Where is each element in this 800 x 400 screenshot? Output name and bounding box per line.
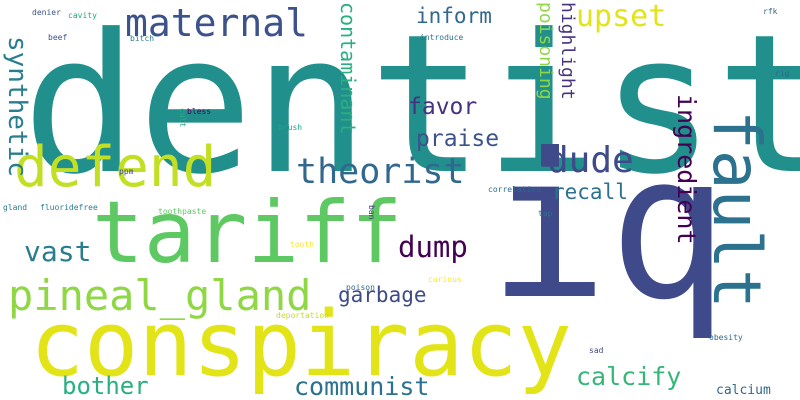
word-conspiracy: conspiracy (30, 292, 572, 397)
word-denier: denier (32, 8, 61, 17)
word-brush: brush (278, 123, 303, 132)
word-gland: gland (3, 203, 28, 212)
word-fluoridefree: fluoridefree (40, 203, 98, 212)
word-deportation: deportation (276, 311, 329, 320)
word-tariff: tariff (92, 183, 403, 283)
word-calcify: calcify (576, 362, 682, 391)
word-obesity: obesity (709, 333, 743, 342)
word-defend: defend (14, 135, 217, 200)
word-introduce: introduce (420, 33, 464, 42)
word-poisoning: poisoning (535, 2, 556, 100)
word-dentist: dentist (22, 0, 800, 217)
word-ban: ban (367, 205, 376, 220)
word-ingredient: ingredient (672, 94, 701, 245)
word-garbage: garbage (338, 283, 427, 307)
word-vast: vast (24, 235, 92, 268)
word-upset: upset (576, 0, 667, 34)
word-tooth: tooth (290, 240, 315, 249)
word-iq: iq (488, 111, 729, 344)
word-theorist: theorist (296, 152, 465, 192)
word-dude: dude (547, 140, 634, 181)
word-rig: rig (775, 69, 790, 78)
word-contaminant: contaminant (336, 2, 360, 135)
word-pineal-gland: pineal_gland (8, 271, 312, 320)
word-sad: sad (589, 346, 604, 355)
word-correlation: correlation (488, 185, 541, 194)
word-dump: dump (398, 230, 468, 264)
word-bother: bother (62, 372, 149, 400)
word-rfk: rfk (763, 7, 778, 16)
word-beef: beef (48, 33, 68, 42)
word-fault: fault (698, 110, 775, 309)
word-tap: tap (538, 209, 553, 218)
word-poison: poison (346, 283, 375, 292)
word-favor: favor (408, 94, 478, 120)
word-toothpaste: toothpaste (158, 207, 207, 216)
word-communist: communist (294, 372, 430, 400)
word-maternal: maternal (125, 1, 309, 45)
word-ppm: ppm (119, 167, 134, 176)
word-curious: curious (428, 275, 462, 284)
word-recall: recall (552, 180, 628, 204)
word-cavity: cavity (68, 11, 97, 20)
word-inform: inform (416, 4, 492, 28)
word-synthetic: synthetic (2, 36, 32, 177)
word-bitch: bitch (130, 34, 155, 43)
word-bless: bless (187, 107, 212, 116)
word-cult: cult (178, 108, 187, 128)
word-praise: praise (416, 126, 500, 152)
word-highlight: highlight (557, 2, 578, 100)
word-calcium: calcium (716, 383, 771, 398)
